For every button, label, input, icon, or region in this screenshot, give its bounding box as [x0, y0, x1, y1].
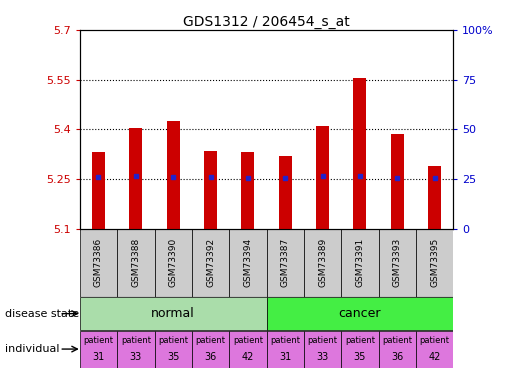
Text: individual: individual: [5, 344, 60, 354]
Text: GSM73391: GSM73391: [355, 238, 364, 287]
Text: GSM73394: GSM73394: [244, 238, 252, 287]
FancyBboxPatch shape: [192, 228, 229, 297]
FancyBboxPatch shape: [267, 297, 453, 330]
FancyBboxPatch shape: [341, 228, 379, 297]
Bar: [92, 152, 105, 228]
Text: 35: 35: [167, 352, 179, 362]
Bar: [167, 121, 180, 228]
Bar: [242, 152, 254, 228]
FancyBboxPatch shape: [80, 297, 267, 330]
FancyBboxPatch shape: [267, 228, 304, 297]
Text: GSM73386: GSM73386: [94, 238, 103, 287]
FancyBboxPatch shape: [229, 228, 267, 297]
FancyBboxPatch shape: [304, 331, 341, 368]
FancyBboxPatch shape: [154, 331, 192, 368]
Text: patient: patient: [420, 336, 450, 345]
Text: patient: patient: [382, 336, 412, 345]
Text: disease state: disease state: [5, 309, 79, 319]
FancyBboxPatch shape: [379, 331, 416, 368]
Bar: [428, 166, 441, 228]
Text: GSM73393: GSM73393: [393, 238, 402, 287]
Text: patient: patient: [121, 336, 151, 345]
Text: patient: patient: [196, 336, 226, 345]
Text: 36: 36: [204, 352, 217, 362]
Text: patient: patient: [83, 336, 113, 345]
Text: 42: 42: [242, 352, 254, 362]
FancyBboxPatch shape: [267, 331, 304, 368]
Text: GSM73388: GSM73388: [131, 238, 140, 287]
FancyBboxPatch shape: [80, 331, 117, 368]
Title: GDS1312 / 206454_s_at: GDS1312 / 206454_s_at: [183, 15, 350, 29]
FancyBboxPatch shape: [416, 331, 453, 368]
FancyBboxPatch shape: [416, 228, 453, 297]
Bar: [353, 78, 366, 228]
FancyBboxPatch shape: [80, 228, 117, 297]
Text: GSM73395: GSM73395: [430, 238, 439, 287]
FancyBboxPatch shape: [229, 331, 267, 368]
Text: GSM73389: GSM73389: [318, 238, 327, 287]
Text: GSM73387: GSM73387: [281, 238, 289, 287]
FancyBboxPatch shape: [117, 331, 154, 368]
FancyBboxPatch shape: [192, 331, 229, 368]
FancyBboxPatch shape: [117, 228, 154, 297]
Bar: [129, 128, 142, 228]
Text: 31: 31: [92, 352, 105, 362]
Text: 31: 31: [279, 352, 291, 362]
Text: patient: patient: [345, 336, 375, 345]
Text: GSM73390: GSM73390: [169, 238, 178, 287]
Text: GSM73392: GSM73392: [206, 238, 215, 287]
Text: 33: 33: [130, 352, 142, 362]
Text: 33: 33: [316, 352, 329, 362]
Bar: [279, 156, 291, 228]
Text: patient: patient: [158, 336, 188, 345]
Text: patient: patient: [270, 336, 300, 345]
Text: patient: patient: [307, 336, 337, 345]
FancyBboxPatch shape: [341, 331, 379, 368]
Text: 35: 35: [354, 352, 366, 362]
Text: normal: normal: [151, 307, 195, 320]
FancyBboxPatch shape: [304, 228, 341, 297]
Bar: [204, 151, 217, 228]
Text: patient: patient: [233, 336, 263, 345]
Text: cancer: cancer: [338, 307, 381, 320]
Bar: [316, 126, 329, 228]
Bar: [391, 134, 404, 228]
Text: 42: 42: [428, 352, 441, 362]
FancyBboxPatch shape: [154, 228, 192, 297]
FancyBboxPatch shape: [379, 228, 416, 297]
Text: 36: 36: [391, 352, 403, 362]
